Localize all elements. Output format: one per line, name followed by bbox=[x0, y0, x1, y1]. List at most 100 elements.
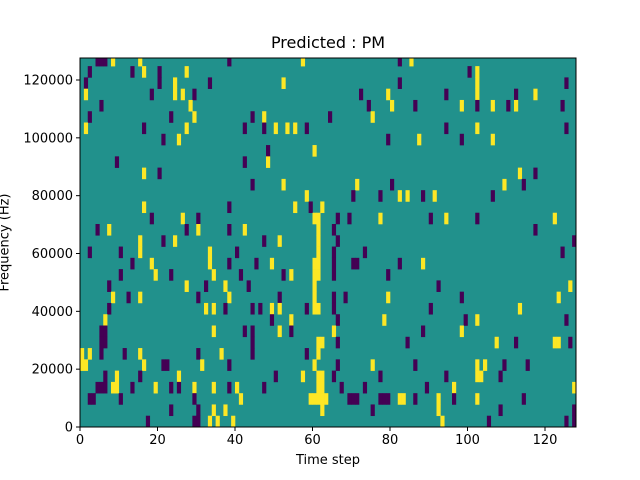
heatmap-cell-low bbox=[269, 314, 275, 326]
heatmap-cell-high bbox=[83, 359, 89, 371]
heatmap-cell-high bbox=[300, 370, 306, 383]
heatmap-cell-low bbox=[192, 415, 197, 427]
heatmap-cell-high bbox=[304, 190, 309, 202]
heatmap-cell-low bbox=[335, 314, 340, 326]
heatmap-cell-high bbox=[180, 88, 185, 101]
heatmap-cell-low bbox=[250, 111, 255, 123]
heatmap-cell-high bbox=[204, 302, 209, 315]
heatmap-cell-high bbox=[149, 257, 154, 270]
heatmap-cell-high bbox=[211, 302, 216, 315]
heatmap-cell-low bbox=[87, 111, 92, 123]
heatmap-cell-low bbox=[87, 66, 92, 78]
heatmap-cell-low bbox=[514, 88, 519, 101]
chart-title: Predicted : PM bbox=[270, 33, 386, 52]
heatmap-cell-high bbox=[316, 224, 321, 236]
heatmap-cell-high bbox=[572, 381, 576, 394]
heatmap-cell-low bbox=[91, 393, 96, 405]
heatmap-cell-low bbox=[304, 122, 309, 135]
heatmap-cell-high bbox=[312, 291, 317, 304]
heatmap-cell-low bbox=[118, 393, 123, 405]
heatmap-cell-low bbox=[366, 99, 371, 112]
heatmap-cell-high bbox=[176, 370, 182, 383]
heatmap-cell-high bbox=[320, 404, 325, 417]
heatmap-cell-low bbox=[486, 415, 492, 427]
heatmap-cell-high bbox=[211, 404, 216, 417]
heatmap-cell-high bbox=[87, 348, 92, 360]
heatmap-cell-low bbox=[196, 212, 201, 225]
heatmap-cell-high bbox=[397, 393, 402, 405]
heatmap-cell-low bbox=[328, 111, 333, 123]
heatmap-cell-high bbox=[114, 381, 120, 394]
heatmap-cell-high bbox=[320, 201, 325, 214]
heatmap-cell-high bbox=[355, 178, 360, 191]
heatmap-cell-low bbox=[223, 302, 228, 315]
heatmap-cell-high bbox=[273, 122, 278, 135]
heatmap-cell-high bbox=[316, 246, 321, 259]
heatmap-cell-high bbox=[153, 269, 158, 281]
heatmap-cell-low bbox=[308, 201, 313, 214]
heatmap-cell-low bbox=[304, 302, 309, 315]
axes: 0 20 40 60 80 100 120 0 20000 40000 60000 80000 1000… bbox=[23, 57, 577, 448]
heatmap-cell-low bbox=[196, 415, 201, 427]
heatmap-cell-high bbox=[370, 111, 375, 123]
heatmap-cell-low bbox=[103, 58, 108, 67]
heatmap-cell-high bbox=[142, 201, 147, 214]
y-tick-label: 80000 bbox=[32, 189, 73, 204]
heatmap-cell-low bbox=[114, 156, 120, 168]
heatmap-cell-high bbox=[308, 393, 313, 405]
heatmap-cell-low bbox=[533, 224, 538, 236]
heatmap-cell-high bbox=[312, 393, 317, 405]
heatmap-cell-low bbox=[196, 404, 201, 417]
plot-area bbox=[80, 58, 576, 427]
heatmap-cell-low bbox=[533, 167, 538, 180]
heatmap-cell-low bbox=[343, 291, 348, 304]
heatmap-cell-low bbox=[424, 381, 430, 394]
heatmap-cell-low bbox=[161, 235, 166, 247]
heatmap-cell-low bbox=[413, 393, 418, 405]
heatmap-cell-low bbox=[122, 348, 127, 360]
x-tick-label: 40 bbox=[227, 433, 244, 448]
heatmap-cell-high bbox=[266, 156, 271, 168]
heatmap-cell-low bbox=[250, 302, 255, 315]
heatmap-cell-high bbox=[490, 99, 495, 112]
heatmap-cell-high bbox=[142, 167, 147, 180]
heatmap-cell-high bbox=[219, 348, 224, 360]
heatmap-cell-high bbox=[316, 393, 321, 405]
y-tick-label: 20000 bbox=[32, 363, 73, 378]
heatmap-cell-high bbox=[417, 133, 422, 146]
heatmap-cell-high bbox=[556, 336, 561, 349]
heatmap-cell-high bbox=[188, 99, 193, 112]
heatmap-cell-low bbox=[459, 133, 464, 146]
heatmap-cell-high bbox=[289, 269, 294, 281]
heatmap-cell-low bbox=[250, 325, 255, 338]
heatmap-cell-low bbox=[362, 246, 368, 259]
heatmap-cell-high bbox=[517, 302, 523, 315]
heatmap-cell-low bbox=[266, 145, 271, 157]
heatmap-cell-low bbox=[378, 190, 383, 202]
heatmap-cell-high bbox=[173, 77, 178, 89]
heatmap-cell-high bbox=[269, 302, 275, 315]
heatmap-cell-high bbox=[300, 58, 306, 67]
heatmap-cell-high bbox=[432, 190, 437, 202]
heatmap-cell-low bbox=[560, 99, 565, 112]
heatmap-cell-low bbox=[196, 291, 201, 304]
heatmap-cell-high bbox=[83, 122, 89, 135]
heatmap-cell-low bbox=[521, 393, 526, 405]
heatmap-cell-low bbox=[347, 393, 352, 405]
heatmap-cell-low bbox=[514, 336, 519, 349]
y-tick-label: 120000 bbox=[23, 74, 73, 89]
heatmap-cell-high bbox=[483, 359, 488, 371]
heatmap-cell-high bbox=[211, 325, 216, 338]
heatmap-cell-low bbox=[335, 336, 340, 349]
heatmap-cell-low bbox=[498, 370, 503, 383]
heatmap-cell-low bbox=[99, 58, 104, 67]
heatmap-cell-low bbox=[83, 77, 89, 89]
heatmap-cell-high bbox=[390, 99, 395, 112]
heatmap-cell-low bbox=[277, 291, 282, 304]
heatmap-cell-high bbox=[231, 415, 236, 427]
heatmap-cell-high bbox=[312, 302, 317, 315]
x-tick-label: 20 bbox=[149, 433, 166, 448]
heatmap-cell-low bbox=[99, 348, 104, 360]
heatmap-cell-high bbox=[475, 122, 480, 135]
